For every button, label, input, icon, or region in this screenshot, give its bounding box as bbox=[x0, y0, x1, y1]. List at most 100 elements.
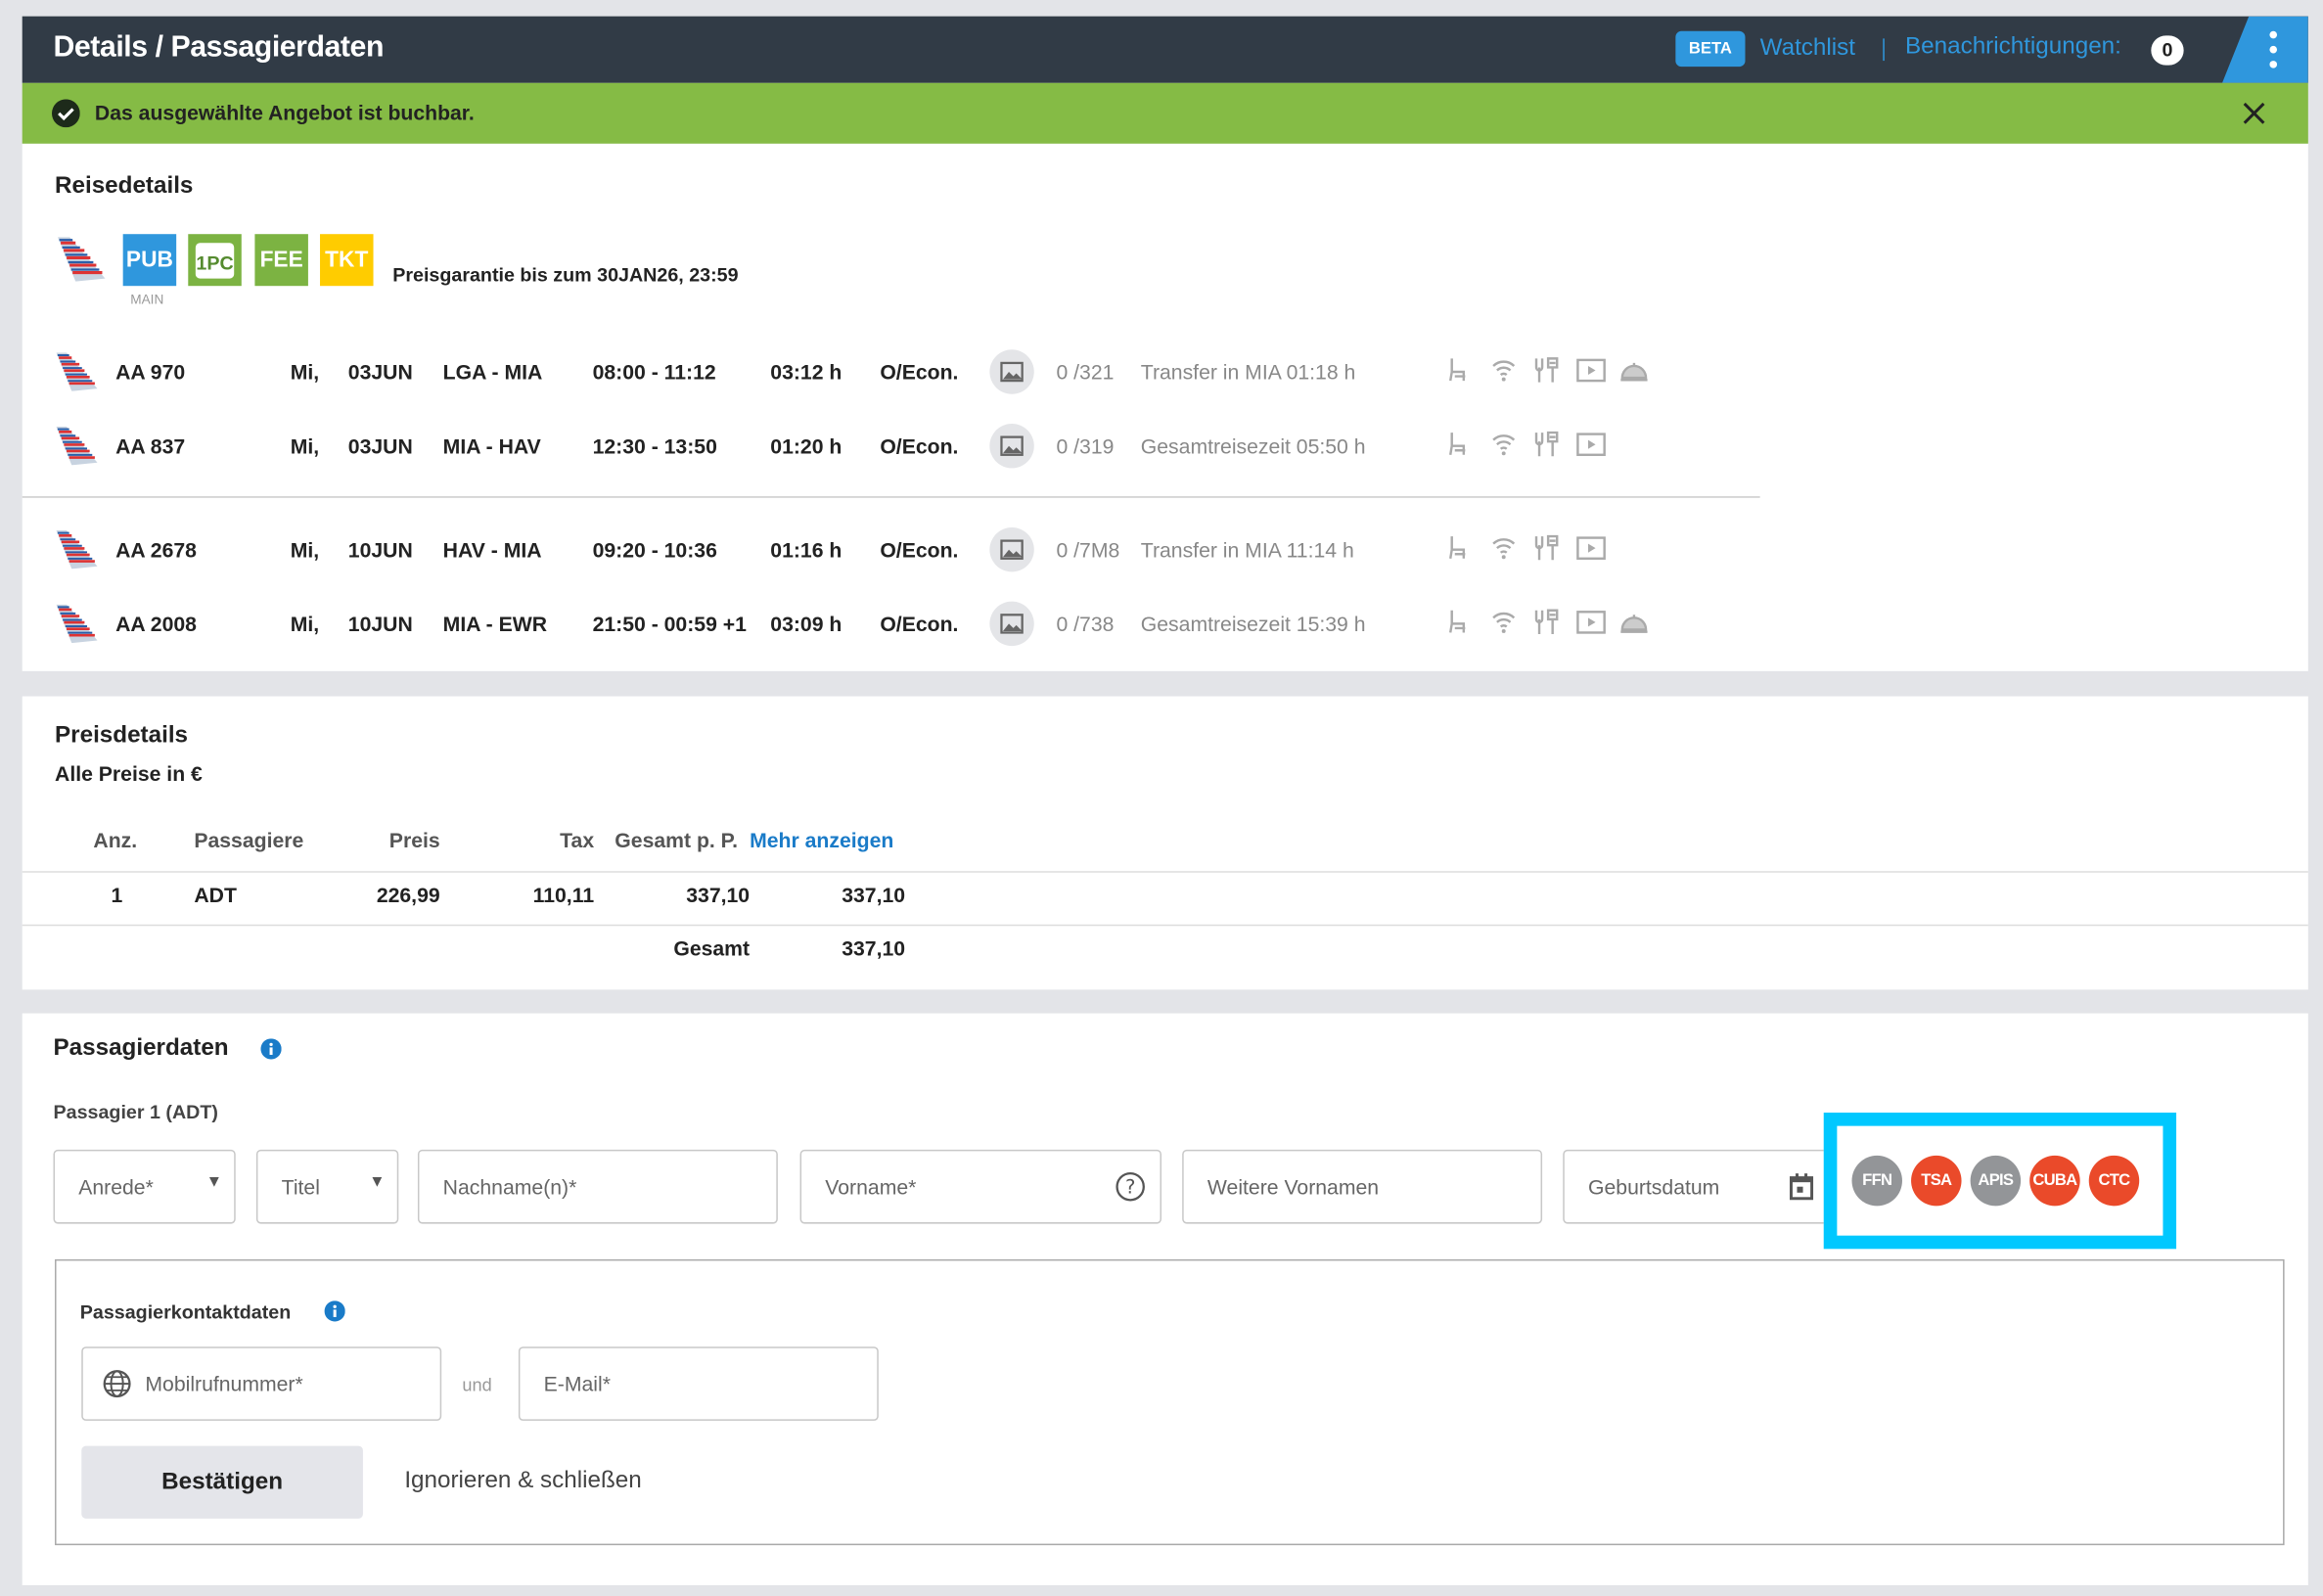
globe-icon[interactable] bbox=[102, 1369, 131, 1398]
passenger-subtitle: Passagier 1 (ADT) bbox=[53, 1100, 218, 1123]
aircraft-image-button[interactable] bbox=[989, 424, 1034, 469]
and-label: und bbox=[462, 1374, 492, 1396]
salutation-select[interactable]: Anrede* ▼ bbox=[53, 1149, 236, 1224]
close-icon[interactable] bbox=[2243, 102, 2265, 124]
flight-date: 03JUN bbox=[347, 433, 413, 458]
flight-flight: AA 837 bbox=[115, 433, 186, 458]
title-placeholder: Titel bbox=[281, 1174, 320, 1199]
mobile-input[interactable]: Mobilrufnummer* bbox=[81, 1346, 442, 1421]
notifications-count[interactable]: 0 bbox=[2151, 35, 2184, 66]
flight-time: 12:30 - 13:50 bbox=[592, 433, 717, 458]
airline-logo-icon bbox=[56, 352, 98, 391]
aircraft-type: 0 /7M8 bbox=[1056, 537, 1120, 562]
divider bbox=[1883, 38, 1885, 62]
firstname-input[interactable]: Vorname* ? bbox=[799, 1149, 1162, 1224]
more-menu-button[interactable] bbox=[2222, 16, 2308, 83]
flight-duration: 01:16 h bbox=[770, 537, 843, 562]
fare-badge-pub: PUB bbox=[122, 234, 177, 287]
col-price: Preis bbox=[388, 828, 440, 852]
entertainment-icon bbox=[1576, 358, 1606, 383]
col-pax: Passagiere bbox=[194, 828, 304, 852]
luggage-icon: 1PC bbox=[195, 243, 235, 279]
email-input[interactable]: E-Mail* bbox=[518, 1346, 879, 1421]
title-select[interactable]: Titel ▼ bbox=[255, 1149, 399, 1224]
flight-date: 10JUN bbox=[347, 612, 413, 636]
flight-class: O/Econ. bbox=[880, 537, 959, 562]
flight-route: HAV - MIA bbox=[442, 537, 542, 562]
baggage-badge: 1PC bbox=[188, 234, 242, 287]
watchlist-link[interactable]: Watchlist bbox=[1759, 35, 1856, 62]
page-title: Details / Passagierdaten bbox=[53, 30, 385, 65]
wifi-icon bbox=[1492, 538, 1516, 560]
firstname-placeholder: Vorname* bbox=[825, 1174, 917, 1199]
price-title: Preisdetails bbox=[55, 722, 189, 749]
col-total-pp: Gesamt p. P. bbox=[615, 828, 738, 852]
flight-class: O/Econ. bbox=[880, 433, 959, 458]
wifi-icon bbox=[1492, 360, 1516, 382]
flight-route: MIA - EWR bbox=[442, 612, 548, 636]
show-more-link[interactable]: Mehr anzeigen bbox=[750, 828, 894, 852]
beta-badge: BETA bbox=[1675, 30, 1746, 68]
flight-day: Mi, bbox=[290, 612, 320, 636]
birthdate-input[interactable]: Geburtsdatum bbox=[1563, 1149, 1845, 1224]
flight-info: Transfer in MIA 01:18 h bbox=[1140, 359, 1356, 385]
tag-cuba[interactable]: CUBA bbox=[2029, 1155, 2080, 1207]
kebab-icon bbox=[2269, 30, 2278, 39]
flight-route: MIA - HAV bbox=[442, 433, 541, 458]
price-details-card bbox=[22, 696, 2308, 990]
trip-details-card bbox=[22, 143, 2308, 671]
power-icon bbox=[1534, 357, 1559, 383]
service-icon bbox=[1620, 615, 1648, 633]
tag-tsa[interactable]: TSA bbox=[1911, 1155, 1962, 1207]
flight-flight: AA 2008 bbox=[115, 612, 197, 636]
tag-apis[interactable]: APIS bbox=[1970, 1155, 2022, 1207]
ticket-badge: TKT bbox=[320, 234, 374, 287]
flight-info: Gesamtreisezeit 05:50 h bbox=[1140, 433, 1366, 458]
aircraft-type: 0 /738 bbox=[1056, 612, 1115, 636]
flight-day: Mi, bbox=[290, 433, 320, 458]
airline-logo-icon bbox=[56, 604, 98, 644]
fare-sublabel: MAIN bbox=[130, 292, 164, 307]
flight-day: Mi, bbox=[290, 359, 320, 385]
airline-logo-icon bbox=[56, 427, 98, 466]
flight-time: 08:00 - 11:12 bbox=[592, 359, 716, 385]
passenger-tags: FFN TSA APIS CUBA CTC bbox=[1851, 1155, 2140, 1207]
alert-text: Das ausgewählte Angebot ist buchbar. bbox=[94, 100, 475, 125]
middlenames-input[interactable]: Weitere Vornamen bbox=[1182, 1149, 1543, 1224]
image-icon bbox=[1000, 435, 1024, 456]
aircraft-image-button[interactable] bbox=[989, 526, 1034, 572]
notifications-link[interactable]: Benachrichtigungen: bbox=[1905, 33, 2121, 60]
aircraft-type: 0 /321 bbox=[1056, 359, 1115, 385]
tag-ffn[interactable]: FFN bbox=[1851, 1155, 1902, 1207]
lastname-input[interactable]: Nachname(n)* bbox=[417, 1149, 778, 1224]
divider bbox=[22, 496, 1760, 498]
divider bbox=[22, 924, 2308, 927]
flight-class: O/Econ. bbox=[880, 359, 959, 385]
flight-duration: 03:09 h bbox=[770, 612, 843, 636]
trip-title: Reisedetails bbox=[55, 173, 194, 199]
col-tax: Tax bbox=[560, 828, 595, 852]
aircraft-image-button[interactable] bbox=[989, 349, 1034, 394]
cell-price: 226,99 bbox=[376, 883, 440, 907]
entertainment-icon bbox=[1576, 536, 1606, 560]
chevron-down-icon: ▼ bbox=[369, 1173, 386, 1192]
help-icon[interactable]: ? bbox=[1116, 1171, 1145, 1202]
calendar-icon[interactable] bbox=[1789, 1173, 1814, 1201]
aircraft-image-button[interactable] bbox=[989, 601, 1034, 647]
flight-flight: AA 970 bbox=[115, 359, 186, 385]
tag-ctc[interactable]: CTC bbox=[2088, 1155, 2140, 1207]
info-icon[interactable] bbox=[324, 1300, 345, 1322]
airline-logo-icon bbox=[56, 530, 98, 570]
passenger-card bbox=[22, 1013, 2308, 1585]
success-alert: Das ausgewählte Angebot ist buchbar. bbox=[22, 82, 2308, 144]
ignore-close-link[interactable]: Ignorieren & schließen bbox=[404, 1468, 642, 1494]
airline-logo-icon bbox=[58, 237, 106, 282]
contact-box bbox=[55, 1258, 2285, 1546]
confirm-button[interactable]: Bestätigen bbox=[81, 1445, 363, 1519]
cell-tax: 110,11 bbox=[532, 883, 595, 907]
flight-info: Gesamtreisezeit 15:39 h bbox=[1140, 612, 1366, 636]
grand-total-label: Gesamt bbox=[673, 935, 751, 961]
wifi-icon bbox=[1492, 434, 1516, 456]
info-icon[interactable] bbox=[260, 1038, 282, 1060]
service-icon bbox=[1620, 362, 1648, 382]
